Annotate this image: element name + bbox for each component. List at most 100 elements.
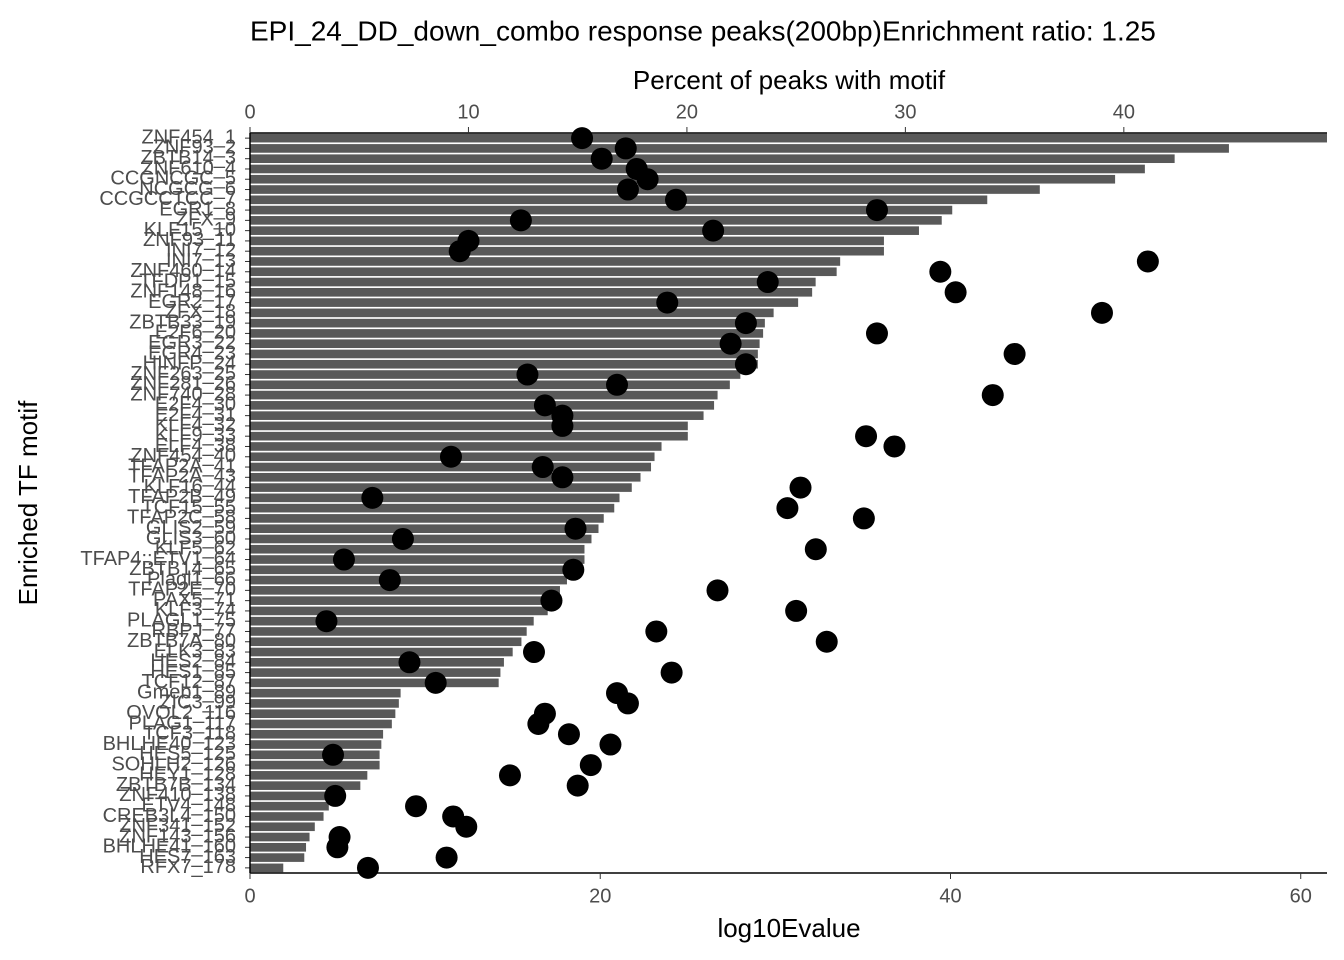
dot (405, 795, 428, 818)
y-tick-label: HES1_85 (150, 661, 236, 683)
bar (250, 750, 380, 760)
y-tick-label: TFAP4::ETV1_64 (80, 548, 236, 570)
bar (250, 144, 1229, 153)
x2-axis-label: Percent of peaks with motif (633, 65, 946, 95)
dot (551, 466, 574, 489)
bar (250, 493, 620, 503)
dot (590, 147, 613, 170)
bar (250, 534, 592, 544)
y-tick-label: ZNF93_2 (153, 137, 236, 159)
y-tick-label: SOHLH2_126 (111, 753, 236, 775)
y-tick-label: E2F6_20 (155, 322, 236, 344)
y-tick-label: ZIC3_99 (159, 692, 236, 714)
bar (250, 257, 841, 266)
bar (250, 298, 799, 307)
bar (250, 729, 384, 739)
dot (702, 219, 725, 242)
dot (852, 507, 875, 530)
y-tick-label: INI7_13 (166, 250, 236, 272)
x-tick-label: 40 (939, 885, 961, 907)
bar (250, 164, 1145, 174)
dot (439, 445, 462, 468)
dot (734, 312, 757, 335)
bar (250, 205, 953, 215)
y-tick-label: ZNF341_152 (119, 815, 236, 837)
dot (315, 610, 338, 633)
y-tick-label: Plagl1_66 (147, 568, 236, 590)
dot (656, 291, 679, 314)
dot (785, 599, 808, 622)
dot (1003, 342, 1026, 365)
dot (509, 209, 532, 232)
y-tick-label: E2F4_30 (155, 394, 236, 416)
dot (645, 620, 668, 643)
dot (929, 260, 952, 283)
y-tick-label: E2F4_31 (155, 404, 236, 426)
y-tick-label: ELK3_83 (154, 640, 236, 662)
x-axis-label: log10Evalue (717, 913, 860, 943)
dot (855, 425, 878, 448)
dot (322, 743, 345, 766)
y-tick-label: RFX7_178 (140, 856, 236, 878)
bar (250, 401, 715, 410)
x2-tick-label: 0 (244, 101, 255, 123)
dot (776, 497, 799, 520)
bar (250, 801, 329, 811)
y-tick-label: GLIS2_59 (146, 517, 236, 539)
dot (326, 836, 349, 859)
dot (706, 579, 729, 602)
bar (250, 411, 704, 420)
dot (424, 671, 447, 694)
bar (250, 380, 730, 390)
bar (250, 195, 988, 205)
dot (540, 589, 563, 612)
dot (564, 517, 587, 540)
dot (599, 733, 622, 756)
bar (250, 390, 718, 400)
bar (250, 637, 522, 647)
bar (250, 287, 813, 297)
bar (250, 781, 361, 790)
dot (1136, 250, 1159, 273)
y-tick-label: CCGCCTCC_7 (99, 188, 236, 210)
y-tick-label: CCGNCGC_5 (110, 168, 236, 190)
y-tick-label: PLAGL1_75 (127, 609, 236, 631)
y-tick-label: ZNF143_156 (119, 825, 236, 847)
y-tick-label: TFAP2C_58 (127, 507, 236, 529)
y-tick-label: GLIS3_60 (146, 527, 236, 549)
bar (250, 606, 548, 616)
y-tick-label: ZNF454_40 (130, 445, 236, 467)
y-tick-label: TCF15_55 (142, 496, 237, 518)
bar (250, 544, 585, 554)
bar (250, 359, 758, 369)
y-tick-label: TFDP1_15 (139, 270, 236, 292)
bar (250, 657, 504, 667)
dot (562, 558, 585, 581)
bar (250, 863, 284, 873)
dot (616, 178, 639, 201)
bar (250, 740, 382, 749)
bar (250, 370, 741, 379)
bar (250, 318, 765, 328)
bar (250, 699, 399, 708)
dot (981, 384, 1004, 407)
y-tick-label: ZNF148_16 (130, 281, 236, 303)
bar (250, 565, 576, 575)
y-tick-label: KLF9_33 (155, 424, 236, 446)
dot (815, 630, 838, 653)
y-tick-label: EGR1_8 (159, 198, 236, 220)
y-tick-label: TFAP2A_41 (128, 455, 236, 477)
y-tick-label: ZNF281_26 (130, 373, 236, 395)
y-tick-label: BHLHE40_123 (103, 733, 236, 755)
bar (250, 216, 942, 225)
y-tick-label: ZBTB14_3 (140, 147, 236, 169)
bar (250, 678, 499, 688)
bar (250, 596, 552, 605)
bar (250, 329, 764, 338)
bar (250, 791, 345, 801)
y-tick-label: ZNF263_25 (130, 363, 236, 385)
dot (865, 199, 888, 222)
bar (250, 760, 380, 770)
y-tick-label: ZBTB14_65 (129, 558, 236, 580)
bar (250, 688, 401, 698)
